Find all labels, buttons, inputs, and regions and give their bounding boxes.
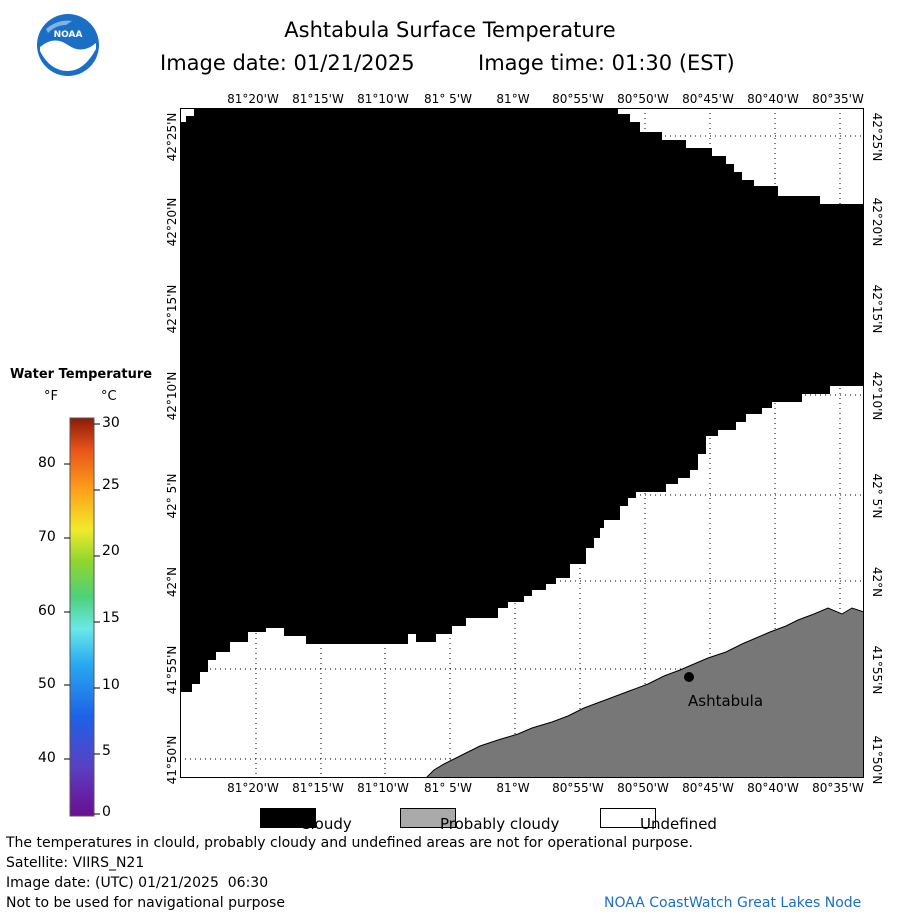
c-tick-label: 15 bbox=[102, 610, 120, 626]
key-swatch-undefined bbox=[600, 808, 656, 828]
key-swatch-probably-cloudy bbox=[400, 808, 456, 828]
lat-label-left: 41°50'N bbox=[165, 735, 179, 785]
coastline bbox=[425, 607, 864, 778]
lon-label-bottom: 81°15'W bbox=[292, 781, 344, 795]
lat-label-right: 42°N bbox=[870, 566, 884, 598]
noaa-logo: NOAA bbox=[37, 14, 99, 76]
legend-unit-f: °F bbox=[44, 389, 58, 404]
temperature-color-scale bbox=[64, 417, 100, 817]
image-time-label: Image time: 01:30 (EST) bbox=[478, 51, 735, 75]
lon-label-bottom: 80°55'W bbox=[552, 781, 604, 795]
key-label-probably-cloudy: Probably cloudy bbox=[440, 815, 560, 833]
city-label: Ashtabula bbox=[688, 692, 763, 710]
map-panel: Ashtabula bbox=[180, 108, 864, 778]
lon-label-top: 81°10'W bbox=[357, 92, 409, 106]
lon-label-top: 81°W bbox=[496, 92, 530, 106]
key-swatch-cloudy bbox=[260, 808, 316, 828]
f-tick-label: 50 bbox=[38, 676, 56, 692]
legend-unit-c: °C bbox=[101, 389, 117, 404]
lon-label-bottom: 81°20'W bbox=[227, 781, 279, 795]
lon-label-top: 80°50'W bbox=[617, 92, 669, 106]
lat-label-left: 42°20'N bbox=[165, 197, 179, 247]
c-tick-label: 20 bbox=[102, 543, 120, 559]
lat-label-left: 41°55'N bbox=[165, 645, 179, 695]
lat-label-left: 42° 5'N bbox=[165, 473, 179, 519]
f-tick-label: 80 bbox=[38, 455, 56, 471]
c-tick-label: 10 bbox=[102, 677, 120, 693]
lon-label-top: 80°45'W bbox=[682, 92, 734, 106]
satellite-text: Satellite: VIIRS_N21 bbox=[6, 855, 145, 871]
city-marker-ashtabula bbox=[684, 672, 694, 682]
key-label-cloudy: Cloudy bbox=[300, 815, 352, 833]
lat-label-left: 42°10'N bbox=[165, 371, 179, 421]
f-tick-label: 70 bbox=[38, 529, 56, 545]
lat-label-right: 42°10'N bbox=[870, 371, 884, 421]
lon-label-bottom: 81°10'W bbox=[357, 781, 409, 795]
lon-label-bottom: 80°50'W bbox=[617, 781, 669, 795]
lat-label-right: 42°15'N bbox=[870, 284, 884, 334]
map-border bbox=[180, 108, 864, 778]
key-label-undefined: Undefined bbox=[640, 815, 717, 833]
image-date-label: Image date: 01/21/2025 bbox=[160, 51, 415, 75]
lat-label-left: 42°15'N bbox=[165, 284, 179, 334]
page-title: Ashtabula Surface Temperature bbox=[284, 18, 616, 42]
lon-label-bottom: 80°40'W bbox=[747, 781, 799, 795]
f-tick-label: 40 bbox=[38, 750, 56, 766]
lat-label-left: 42°N bbox=[165, 566, 179, 598]
lon-label-top: 80°35'W bbox=[812, 92, 864, 106]
f-tick-label: 60 bbox=[38, 603, 56, 619]
lon-label-top: 81°15'W bbox=[292, 92, 344, 106]
navigation-warning: Not to be used for navigational purpose bbox=[6, 895, 285, 911]
lon-label-bottom: 81° 5'W bbox=[424, 781, 472, 795]
lon-label-top: 81°20'W bbox=[227, 92, 279, 106]
lat-label-right: 42° 5'N bbox=[870, 473, 884, 519]
lon-label-top: 81° 5'W bbox=[424, 92, 472, 106]
disclaimer-text: The temperatures in clould, probably clo… bbox=[6, 835, 693, 851]
c-tick-label: 25 bbox=[102, 477, 120, 493]
c-tick-label: 0 bbox=[102, 804, 111, 820]
lon-label-top: 80°55'W bbox=[552, 92, 604, 106]
credit-text: NOAA CoastWatch Great Lakes Node bbox=[604, 895, 862, 911]
cloudy-area bbox=[180, 108, 864, 692]
svg-text:NOAA: NOAA bbox=[54, 30, 83, 40]
lon-label-bottom: 80°35'W bbox=[812, 781, 864, 795]
lat-label-right: 42°20'N bbox=[870, 197, 884, 247]
c-tick-label: 5 bbox=[102, 743, 111, 759]
lon-label-bottom: 80°45'W bbox=[682, 781, 734, 795]
lat-label-right: 42°25'N bbox=[870, 112, 884, 162]
land-area bbox=[426, 608, 864, 778]
utc-date-text: Image date: (UTC) 01/21/2025 06:30 bbox=[6, 875, 269, 891]
lon-label-bottom: 81°W bbox=[496, 781, 530, 795]
lat-label-left: 42°25'N bbox=[165, 112, 179, 162]
lat-label-right: 41°55'N bbox=[870, 645, 884, 695]
c-tick-label: 30 bbox=[102, 415, 120, 431]
legend-title: Water Temperature bbox=[10, 367, 153, 382]
lon-label-top: 80°40'W bbox=[747, 92, 799, 106]
lat-label-right: 41°50'N bbox=[870, 735, 884, 785]
